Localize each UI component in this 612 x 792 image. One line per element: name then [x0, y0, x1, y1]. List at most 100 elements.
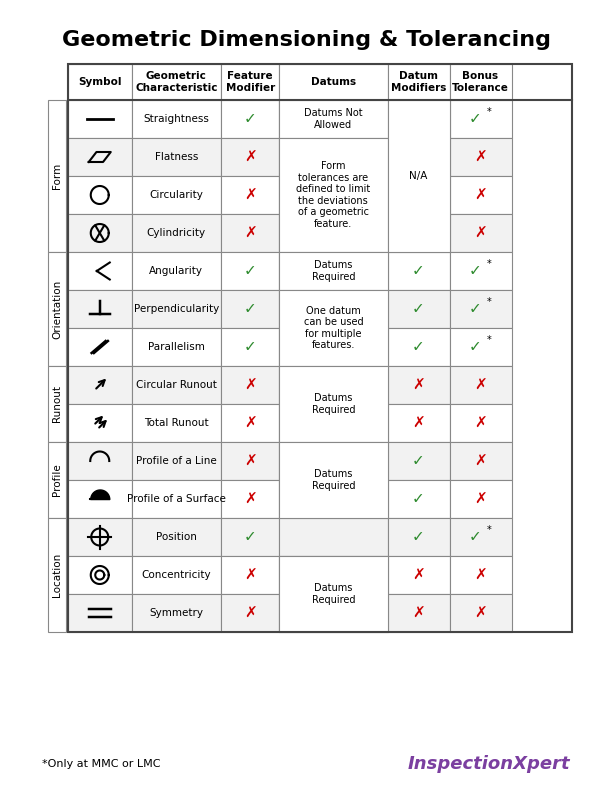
Bar: [279, 556, 387, 594]
Bar: [221, 290, 279, 328]
Text: Position: Position: [156, 532, 197, 542]
Bar: [279, 442, 387, 518]
Text: InspectionXpert: InspectionXpert: [408, 755, 570, 773]
Bar: [132, 556, 221, 594]
Bar: [450, 176, 512, 214]
Bar: [450, 480, 512, 518]
Bar: [387, 594, 450, 632]
Text: ✓: ✓: [469, 530, 482, 545]
Text: ✓: ✓: [244, 264, 256, 279]
Bar: [279, 138, 387, 176]
Bar: [132, 404, 221, 442]
Bar: [221, 100, 279, 138]
Bar: [132, 328, 221, 366]
Text: ✗: ✗: [474, 378, 487, 393]
Text: ✗: ✗: [474, 416, 487, 431]
Text: Angularity: Angularity: [149, 266, 203, 276]
Bar: [68, 594, 132, 632]
Text: Flatness: Flatness: [155, 152, 198, 162]
Text: Geometric Dimensioning & Tolerancing: Geometric Dimensioning & Tolerancing: [61, 30, 551, 50]
Text: ✓: ✓: [469, 340, 482, 355]
Text: ✗: ✗: [474, 568, 487, 582]
Bar: [221, 64, 279, 100]
Bar: [387, 518, 450, 556]
Text: Runout: Runout: [52, 386, 62, 422]
Bar: [387, 100, 450, 252]
Bar: [132, 214, 221, 252]
Bar: [68, 214, 132, 252]
Text: *: *: [487, 335, 492, 345]
Bar: [68, 100, 132, 138]
Text: ✗: ✗: [244, 454, 256, 469]
Text: ✗: ✗: [474, 492, 487, 507]
Text: Profile of a Line: Profile of a Line: [136, 456, 217, 466]
Bar: [68, 556, 132, 594]
Bar: [387, 290, 450, 328]
Bar: [279, 290, 387, 366]
Text: Datums Not
Allowed: Datums Not Allowed: [304, 109, 363, 130]
Text: ✗: ✗: [474, 226, 487, 241]
Text: Concentricity: Concentricity: [141, 570, 211, 580]
Text: ✓: ✓: [412, 454, 425, 469]
Text: ✗: ✗: [244, 188, 256, 203]
Text: ✓: ✓: [244, 112, 256, 127]
Text: Location: Location: [52, 553, 62, 597]
Text: ✓: ✓: [469, 112, 482, 127]
Text: Straightness: Straightness: [143, 114, 209, 124]
Bar: [450, 404, 512, 442]
Text: Perpendicularity: Perpendicularity: [134, 304, 219, 314]
Bar: [68, 252, 132, 290]
Bar: [450, 64, 512, 100]
Bar: [68, 290, 132, 328]
Bar: [450, 214, 512, 252]
Bar: [387, 64, 450, 100]
Bar: [68, 176, 132, 214]
Bar: [279, 366, 387, 404]
Text: ✗: ✗: [244, 568, 256, 582]
Bar: [132, 138, 221, 176]
Text: Bonus
Tolerance: Bonus Tolerance: [452, 71, 509, 93]
Bar: [450, 518, 512, 556]
Text: *: *: [487, 525, 492, 535]
Bar: [279, 366, 387, 442]
Bar: [450, 556, 512, 594]
Bar: [387, 442, 450, 480]
Text: ✓: ✓: [469, 302, 482, 317]
Text: Form: Form: [52, 163, 62, 189]
Bar: [68, 64, 132, 100]
Bar: [450, 442, 512, 480]
Text: Profile: Profile: [52, 463, 62, 497]
Text: Feature
Modifier: Feature Modifier: [226, 71, 275, 93]
Bar: [221, 176, 279, 214]
Bar: [221, 480, 279, 518]
Bar: [279, 64, 387, 100]
Bar: [279, 518, 387, 556]
Text: Geometric
Characteristic: Geometric Characteristic: [135, 71, 218, 93]
Text: Parallelism: Parallelism: [148, 342, 205, 352]
Bar: [68, 328, 132, 366]
Bar: [279, 138, 387, 252]
Text: Datum
Modifiers: Datum Modifiers: [391, 71, 446, 93]
Bar: [279, 328, 387, 366]
Text: ✓: ✓: [469, 264, 482, 279]
Text: ✓: ✓: [244, 530, 256, 545]
Text: Symmetry: Symmetry: [149, 608, 203, 618]
Bar: [387, 556, 450, 594]
Text: ✗: ✗: [244, 492, 256, 507]
Text: *Only at MMC or LMC: *Only at MMC or LMC: [42, 759, 160, 769]
Text: ✗: ✗: [412, 378, 425, 393]
Bar: [450, 366, 512, 404]
Text: One datum
can be used
for multiple
features.: One datum can be used for multiple featu…: [304, 306, 363, 350]
Bar: [221, 252, 279, 290]
Text: ✗: ✗: [474, 150, 487, 165]
Text: Total Runout: Total Runout: [144, 418, 209, 428]
Text: Datums: Datums: [311, 77, 356, 87]
Bar: [387, 176, 450, 214]
Bar: [279, 404, 387, 442]
Bar: [279, 480, 387, 518]
Bar: [279, 252, 387, 290]
Text: ✓: ✓: [244, 340, 256, 355]
Text: ✗: ✗: [474, 188, 487, 203]
Bar: [450, 138, 512, 176]
Bar: [132, 100, 221, 138]
